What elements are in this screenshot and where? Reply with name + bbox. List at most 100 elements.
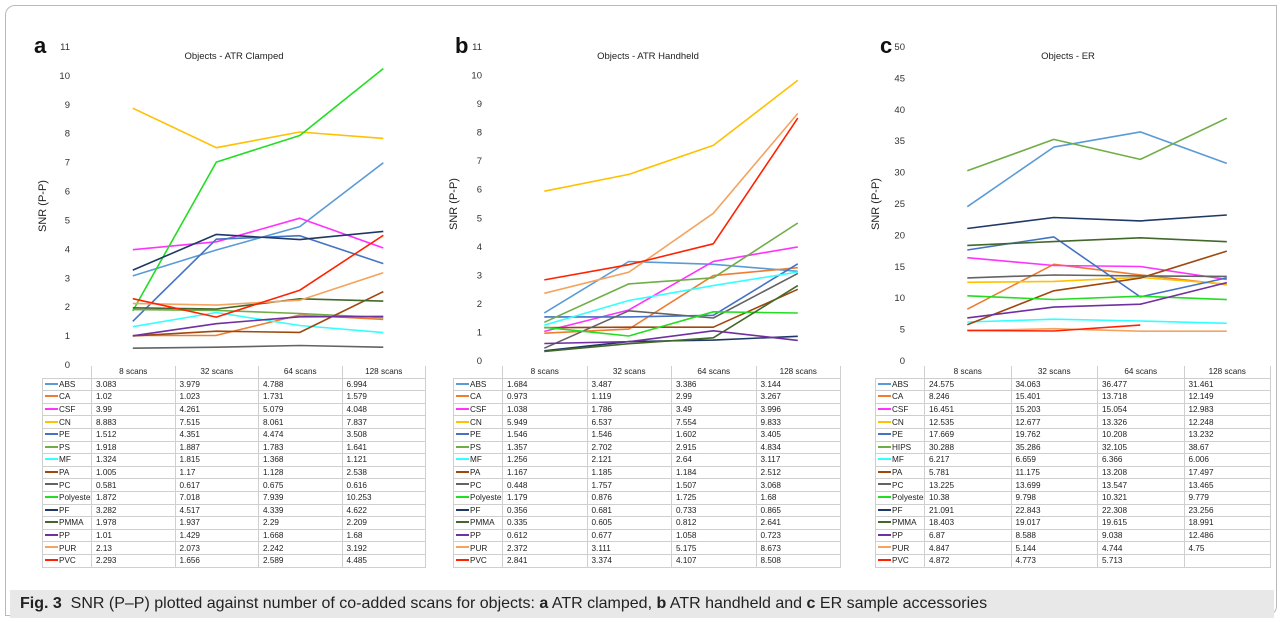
data-value-label: 1.01 xyxy=(91,528,176,543)
y-tick-label: 1 xyxy=(65,331,70,342)
data-value-label: 15.054 xyxy=(1097,402,1185,417)
data-value-label: 0.605 xyxy=(586,516,672,530)
legend-key-line xyxy=(878,395,891,398)
data-value-label: 1.872 xyxy=(91,490,176,505)
legend-entry: PP xyxy=(875,528,925,543)
legend-entry: MF xyxy=(875,453,925,467)
data-value-label: 24.575 xyxy=(924,377,1012,392)
data-value-label: 10.38 xyxy=(924,490,1012,505)
table-row: Polyester 10.38 9.798 10.321 9.779 xyxy=(875,490,1271,505)
legend-key-line xyxy=(878,496,891,499)
series-line-a-pp xyxy=(132,315,384,337)
table-row: PS 1.357 2.702 2.915 4.834 xyxy=(453,440,841,455)
data-table-b: 8 scans 32 scans 64 scans 128 scans ABS 1.684… xyxy=(453,366,841,568)
data-value-label: 3.282 xyxy=(91,503,176,518)
data-value-label: 19.615 xyxy=(1097,516,1185,530)
data-value-label: 4.872 xyxy=(924,553,1012,568)
series-name: CSF xyxy=(892,405,909,415)
data-value-label: 3.117 xyxy=(755,453,841,467)
series-name: PP xyxy=(892,531,903,541)
figure-caption: Fig. 3 SNR (P–P) plotted against number … xyxy=(10,590,1274,618)
legend-entry: PMMA xyxy=(42,516,92,530)
chart-title-a: Objects - ATR Clamped xyxy=(184,51,283,62)
series-name: CN xyxy=(892,417,904,427)
table-row: PP 1.01 1.429 1.668 1.68 xyxy=(42,528,426,543)
data-value-label: 1.579 xyxy=(341,390,426,404)
data-value-label: 0.876 xyxy=(586,490,672,505)
legend-key-line xyxy=(45,445,58,448)
data-value-label: 1.68 xyxy=(341,528,426,543)
data-value-label: 1.121 xyxy=(341,453,426,467)
data-value-label: 2.209 xyxy=(341,516,426,530)
data-table-a: 8 scans 32 scans 64 scans 128 scans ABS 3.083… xyxy=(42,366,426,568)
data-value-label: 0.616 xyxy=(341,478,426,492)
data-value-label: 3.49 xyxy=(671,402,757,417)
series-name: PE xyxy=(470,430,481,440)
table-row: PS 1.918 1.887 1.783 1.641 xyxy=(42,440,426,455)
data-value-label: 2.512 xyxy=(755,465,841,480)
data-value-label: 1.512 xyxy=(91,427,176,442)
data-value-label: 4.773 xyxy=(1010,553,1098,568)
data-value-label: 2.538 xyxy=(341,465,426,480)
y-tick-label: 11 xyxy=(472,42,482,53)
table-row: PC 13.225 13.699 13.547 13.465 xyxy=(875,478,1271,492)
data-value-label: 1.731 xyxy=(258,390,343,404)
table-row: PMMA 0.335 0.605 0.812 2.641 xyxy=(453,516,841,530)
table-row: PVC 4.872 4.773 5.713 xyxy=(875,553,1271,568)
data-value-label: 1.546 xyxy=(502,427,588,442)
y-tick-label: 4 xyxy=(477,242,482,253)
legend-key-line xyxy=(456,546,469,549)
legend-key-line xyxy=(456,445,469,448)
data-value-label: 12.248 xyxy=(1183,415,1271,429)
legend-key-line xyxy=(878,470,891,473)
data-value-label: 1.184 xyxy=(671,465,757,480)
legend-key-line xyxy=(456,407,469,410)
data-value-label: 0.617 xyxy=(174,478,259,492)
data-value-label: 0.448 xyxy=(502,478,588,492)
data-value-label: 12.535 xyxy=(924,415,1012,429)
data-value-label: 36.477 xyxy=(1097,377,1185,392)
legend-key-line xyxy=(45,458,58,461)
table-row: PUR 4.847 5.144 4.744 4.75 xyxy=(875,541,1271,555)
data-value-label: 4.485 xyxy=(341,553,426,568)
series-line-c-pf xyxy=(967,214,1227,230)
data-value-label: 1.179 xyxy=(502,490,588,505)
table-corner xyxy=(453,366,503,379)
legend-key-line xyxy=(878,559,891,562)
series-line-c-mf xyxy=(967,318,1227,325)
legend-entry: PUR xyxy=(453,541,503,555)
legend-entry: PC xyxy=(42,478,92,492)
data-value-label: 2.915 xyxy=(671,440,757,455)
data-value-label: 31.461 xyxy=(1183,377,1271,392)
data-value-label: 13.208 xyxy=(1097,465,1185,480)
table-row: PUR 2.372 3.111 5.175 8.673 xyxy=(453,541,841,555)
data-value-label: 4.744 xyxy=(1097,541,1185,555)
x-category-label: 128 scans xyxy=(1183,366,1271,379)
series-line-b-mf xyxy=(544,271,798,326)
data-value-label xyxy=(1183,553,1271,568)
series-name: PA xyxy=(470,468,481,478)
data-value-label: 4.834 xyxy=(755,440,841,455)
legend-entry: PC xyxy=(453,478,503,492)
table-row: Polyester 1.179 0.876 1.725 1.68 xyxy=(453,490,841,505)
y-tick-label: 3 xyxy=(477,270,482,281)
data-value-label: 12.983 xyxy=(1183,402,1271,417)
table-row: PUR 2.13 2.073 2.242 3.192 xyxy=(42,541,426,555)
data-value-label: 1.02 xyxy=(91,390,176,404)
y-axis-label-b: SNR (P-P) xyxy=(448,178,460,230)
data-value-label: 0.865 xyxy=(755,503,841,518)
legend-key-line xyxy=(45,407,58,410)
data-value-label: 8.246 xyxy=(924,390,1012,404)
legend-key-line xyxy=(456,521,469,524)
table-row: ABS 3.083 3.979 4.788 6.994 xyxy=(42,377,426,392)
data-value-label: 1.641 xyxy=(341,440,426,455)
data-value-label: 6.87 xyxy=(924,528,1012,543)
series-name: Polyester xyxy=(59,493,92,503)
caption-text-4: ER sample accessories xyxy=(819,595,988,612)
data-value-label: 13.465 xyxy=(1183,478,1271,492)
y-tick-label: 0 xyxy=(900,356,905,367)
series-line-c-cn xyxy=(967,276,1227,285)
data-value-label: 17.669 xyxy=(924,427,1012,442)
series-name: MF xyxy=(59,455,71,465)
series-name: PMMA xyxy=(892,518,917,528)
